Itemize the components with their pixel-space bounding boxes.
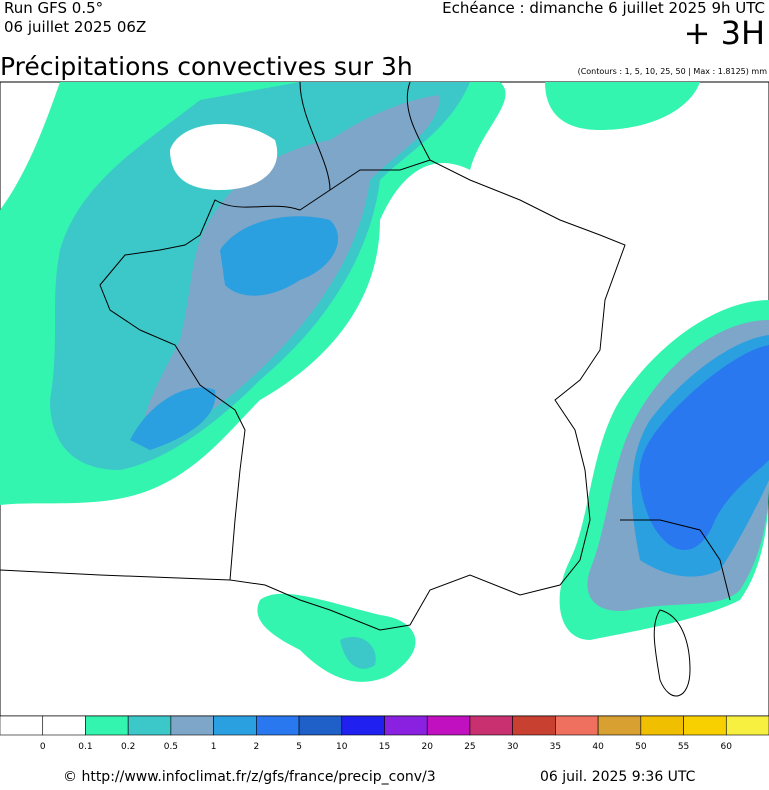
contour-note: (Contours : 1, 5, 10, 25, 50 | Max : 1.8… [578,67,768,76]
legend-label: 0.1 [78,742,92,752]
precip-fields [0,82,769,682]
legend-label: 10 [336,742,348,752]
source-url: © http://www.infoclimat.fr/z/gfs/france/… [63,769,436,785]
map [0,81,769,717]
map-title: Précipitations convectives sur 3h [0,52,413,81]
precip-zone [130,387,216,450]
legend-swatch [170,715,214,736]
legend-swatch [85,715,129,736]
run-label: Run GFS 0.5° [4,0,103,17]
borders [0,82,731,697]
legend-label: 0.5 [164,742,178,752]
legend-label: 0.2 [121,742,135,752]
coastline [0,569,231,581]
timestamp: 06 juil. 2025 9:36 UTC [540,769,696,785]
legend-swatch [469,715,513,736]
forecast-time: Echéance : dimanche 6 juillet 2025 9h UT… [442,0,765,17]
legend-swatch [256,715,300,736]
legend-swatch [298,715,343,736]
legend-label: 40 [592,742,604,752]
precip-zone [545,82,700,130]
legend-swatch [341,715,385,736]
precip-zone [340,636,376,669]
coastline [620,519,731,601]
legend-label: 15 [379,742,390,752]
legend-label: 2 [253,742,259,752]
legend-swatch [725,715,769,736]
legend-label: 25 [464,742,475,752]
legend-label: 5 [296,742,302,752]
legend-swatch [213,715,257,736]
country-outline [99,159,626,631]
legend-label: 20 [421,742,433,752]
legend-swatch [127,715,172,736]
legend-swatch [683,715,727,736]
legend-swatch [384,715,428,736]
legend-label: 55 [678,742,689,752]
legend: 0 0.1 0.2 0.5 1 2 5 10 15 20 25 30 35 40 50 55 60 [0,715,769,752]
lead-time: + 3H [684,14,765,52]
run-date: 06 juillet 2025 06Z [4,18,146,36]
legend-label: 35 [550,742,561,752]
legend-label: 50 [635,742,647,752]
precip-zone [257,593,416,682]
legend-swatch [0,715,44,736]
legend-swatch [555,715,599,736]
legend-label: 0 [40,742,46,752]
legend-swatch [640,715,684,736]
precip-zone [220,216,339,296]
island-outline [653,609,691,697]
legend-label: 60 [721,742,733,752]
legend-swatch [42,715,86,736]
legend-label: 30 [507,742,519,752]
legend-swatch [512,715,556,736]
legend-label: 1 [211,742,217,752]
precip-zone [639,345,769,550]
dry-zone [170,123,278,190]
legend-swatch [597,715,642,736]
legend-swatch [426,715,471,736]
coastline [299,82,431,191]
